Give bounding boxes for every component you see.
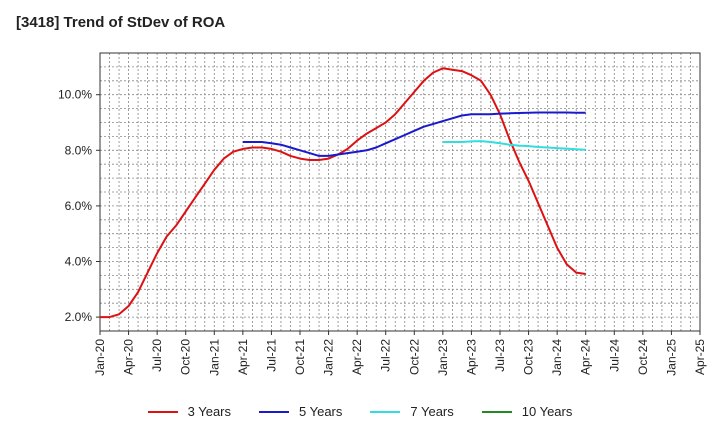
series-line-7-years — [442, 140, 586, 151]
x-tick-label: Jul-23 — [493, 339, 507, 372]
x-tick-label: Jul-24 — [607, 339, 621, 372]
legend-label: 10 Years — [521, 404, 573, 419]
x-tick-label: Oct-24 — [636, 339, 650, 375]
series-line-3-years — [100, 67, 586, 319]
chart-title: [3418] Trend of StDev of ROA — [16, 14, 226, 31]
legend-item: 5 Years — [259, 404, 342, 419]
x-tick-label: Oct-21 — [293, 339, 307, 375]
y-tick-label: 8.0% — [65, 143, 93, 157]
x-tick-label: Jan-21 — [207, 339, 221, 376]
legend-item: 3 Years — [147, 404, 231, 419]
x-tick-label: Jul-20 — [150, 339, 164, 372]
plot-frame — [99, 52, 701, 332]
legend-swatch — [259, 410, 289, 413]
legend-label: 5 Years — [299, 404, 343, 419]
x-tick-label: Apr-24 — [579, 339, 593, 375]
x-tick-label: Oct-20 — [179, 339, 193, 375]
legend-swatch — [147, 410, 178, 413]
y-tick-label: 6.0% — [65, 199, 93, 213]
legend-swatch — [370, 410, 401, 413]
x-tick-label: Oct-22 — [407, 339, 421, 375]
series-lines — [100, 67, 586, 319]
series-line-5-years — [242, 111, 586, 157]
legend-label: 7 Years — [410, 404, 454, 419]
x-tick-label: Oct-23 — [522, 339, 536, 375]
x-tick-label: Jan-24 — [550, 339, 564, 376]
legend-item: 7 Years — [370, 404, 454, 419]
x-tick-label: Apr-20 — [122, 339, 136, 375]
y-tick-label: 4.0% — [65, 255, 93, 269]
x-tick-label: Jan-23 — [436, 339, 450, 376]
legend-swatch — [481, 410, 512, 413]
x-tick-label: Apr-21 — [236, 339, 250, 375]
x-tick-label: Jan-20 — [93, 339, 107, 376]
x-tick-label: Apr-23 — [464, 339, 478, 375]
legend-item: 10 Years — [481, 404, 573, 419]
y-tick-label: 2.0% — [65, 310, 93, 324]
y-tick-label: 10.0% — [58, 88, 92, 102]
x-tick-label: Jan-25 — [664, 339, 678, 376]
axes: Jan-20 Apr-20 Jul-20 Oct-20 Jan-21 Apr-21 Jul-… — [58, 52, 707, 376]
legend-label: 3 Years — [187, 404, 231, 419]
x-tick-label: Jan-22 — [322, 339, 336, 376]
x-tick-label: Apr-25 — [693, 339, 707, 375]
legend: 3 Years 5 Years 7 Years 10 Years — [0, 404, 720, 419]
x-tick-label: Jul-21 — [264, 339, 278, 372]
x-tick-label: Jul-22 — [379, 339, 393, 372]
grid — [100, 53, 700, 331]
x-tick-label: Apr-22 — [350, 339, 364, 375]
